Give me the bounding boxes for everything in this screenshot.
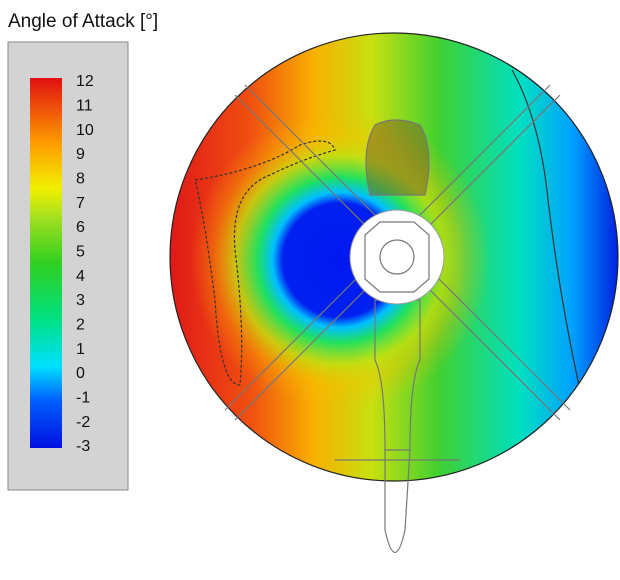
colorbar-tick-label: 1 [76,341,85,358]
colorbar-tick-label: 3 [76,292,85,309]
colorbar-tick-label: 0 [76,365,85,382]
colorbar-tick-label: 7 [76,195,85,212]
colorbar-tick-label: 5 [76,244,85,261]
colorbar-tick-label: 11 [76,98,93,115]
colorbar-tick-label: 2 [76,317,85,334]
colorbar-tick-label: -1 [76,390,90,407]
colorbar-tick-label: -3 [76,438,90,455]
colorbar-tick-label: -2 [76,414,90,431]
chart: Angle of Attack [°] 1211109876543210-1-2… [0,0,620,580]
colorbar-tick-label: 10 [76,122,94,139]
colorbar-tick-label: 6 [76,219,85,236]
colorbar-tick-label: 9 [76,146,85,163]
chart-title: Angle of Attack [°] [8,11,158,32]
colorbar-tick-label: 8 [76,171,85,188]
colorbar-tick-label: 12 [76,73,94,90]
colorbar-panel [8,42,128,490]
colorbar [30,78,62,448]
colorbar-tick-label: 4 [76,268,85,285]
